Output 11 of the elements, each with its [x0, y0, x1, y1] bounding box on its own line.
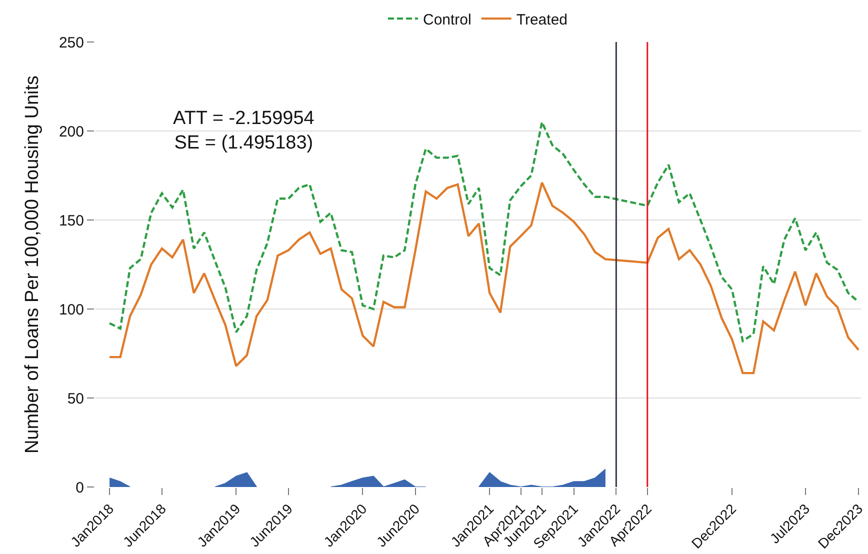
y-tick-label: 150 [58, 212, 84, 230]
line-series [108, 182, 860, 374]
y-tick-label: 0 [76, 479, 84, 496]
legend-label: Control [423, 11, 472, 28]
y-tick-label: 200 [58, 123, 84, 140]
y-tick-label: 50 [67, 390, 84, 408]
y-tick-label: 250 [58, 34, 84, 52]
legend-label: Treated [516, 11, 568, 28]
y-axis-title: Number of Loans Per 100,000 Housing Units [22, 75, 43, 454]
annotation: ATT = -2.159954 SE = (1.495183) [173, 108, 315, 154]
y-tick-label: 100 [58, 301, 84, 318]
